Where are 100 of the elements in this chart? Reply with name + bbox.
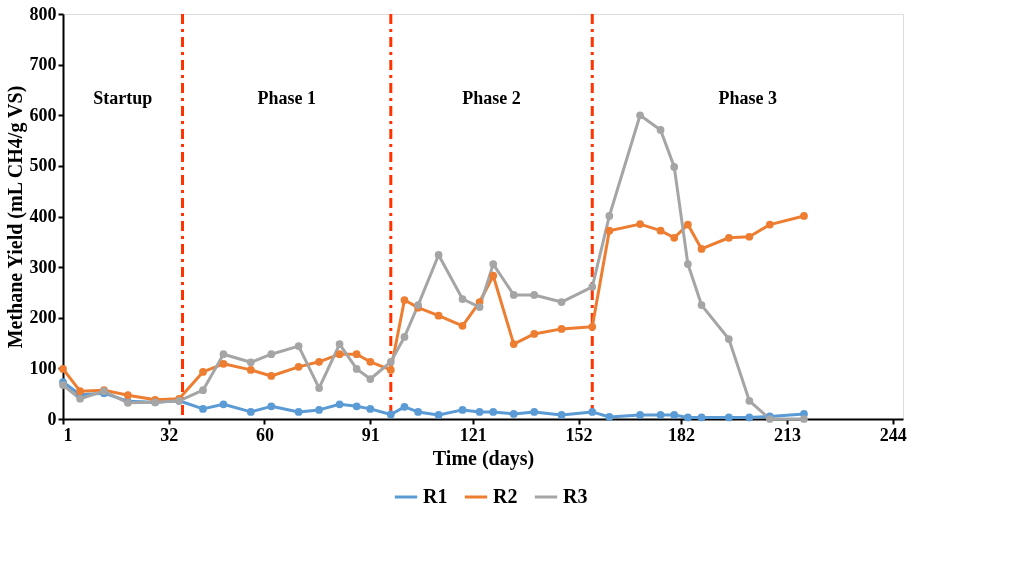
x-tick-label: 213: [773, 424, 801, 445]
y-tick-label: 400: [29, 206, 57, 226]
x-tick-label: 244: [879, 424, 907, 445]
point: [489, 271, 498, 280]
point: [509, 340, 518, 348]
point: [656, 126, 665, 134]
point: [656, 411, 665, 419]
point: [557, 298, 566, 306]
x-axis-title: Time (days): [432, 446, 535, 470]
point: [745, 396, 754, 405]
point: [352, 402, 361, 411]
point: [294, 342, 303, 350]
legend-label: R3: [563, 485, 588, 507]
y-tick-label: 500: [29, 155, 57, 176]
point: [458, 321, 467, 330]
point: [294, 362, 303, 371]
x-tick-label: 152: [565, 424, 593, 445]
point: [656, 226, 665, 235]
point: [199, 386, 207, 395]
y-tick-label: 700: [29, 54, 57, 75]
point: [765, 220, 774, 229]
y-tick-label: 100: [29, 357, 57, 378]
y-tick-label: 200: [29, 307, 57, 328]
point: [489, 408, 498, 416]
point: [267, 402, 276, 411]
y-axis-title: Methane Yield (mL CH4/g VS): [3, 85, 27, 349]
point: [588, 323, 597, 331]
point: [267, 372, 276, 380]
y-tick-label: 300: [29, 256, 57, 277]
point: [724, 233, 733, 242]
point: [724, 335, 733, 343]
point: [366, 375, 375, 383]
point: [386, 357, 395, 366]
point: [434, 251, 443, 259]
point: [636, 411, 644, 419]
point: [458, 295, 467, 303]
point: [294, 408, 303, 416]
point: [246, 358, 255, 367]
y-tick-label: 800: [29, 3, 57, 24]
point: [697, 413, 706, 422]
point: [509, 291, 518, 299]
point: [670, 163, 679, 171]
point: [605, 212, 614, 220]
point: [684, 260, 692, 268]
point: [246, 408, 255, 416]
point: [400, 402, 409, 411]
point: [670, 233, 679, 242]
point: [386, 410, 395, 419]
point: [352, 350, 361, 359]
x-tick-label: 182: [668, 424, 696, 445]
point: [745, 232, 754, 241]
point: [386, 366, 395, 374]
point: [315, 406, 323, 414]
point: [76, 394, 84, 403]
point: [636, 111, 644, 120]
point: [697, 301, 706, 309]
point: [489, 260, 498, 268]
point: [434, 311, 443, 320]
point: [530, 408, 539, 416]
annotation: Phase 1: [257, 88, 316, 108]
point: [219, 350, 228, 359]
point: [199, 405, 207, 413]
point: [124, 391, 132, 400]
point: [315, 384, 323, 392]
point: [366, 357, 375, 366]
point: [434, 411, 443, 419]
point: [588, 408, 597, 416]
point: [800, 415, 808, 423]
point: [530, 330, 539, 338]
point: [724, 413, 733, 422]
point: [335, 350, 344, 359]
point: [335, 400, 344, 409]
point: [557, 411, 566, 419]
point: [684, 220, 692, 229]
point: [219, 359, 228, 368]
legend-label: R2: [493, 485, 518, 507]
point: [475, 303, 484, 311]
legend-label: R1: [423, 485, 448, 507]
point: [588, 283, 597, 291]
point: [335, 340, 344, 348]
annotation: Phase 2: [462, 88, 521, 108]
point: [199, 368, 207, 376]
x-tick-label: 121: [459, 424, 487, 445]
point: [267, 350, 276, 359]
point: [605, 226, 614, 235]
point: [400, 333, 409, 341]
annotation: Startup: [93, 88, 153, 108]
point: [315, 357, 323, 366]
x-tick-label: 1: [63, 424, 73, 445]
point: [697, 245, 706, 253]
x-tick-label: 32: [160, 424, 179, 445]
point: [530, 291, 539, 299]
point: [636, 220, 644, 228]
point: [605, 413, 614, 421]
point: [475, 408, 484, 416]
x-tick-label: 91: [361, 424, 380, 445]
annotation: Phase 3: [718, 88, 777, 108]
point: [246, 366, 255, 374]
y-tick-label: 0: [47, 408, 57, 429]
point: [670, 411, 679, 419]
